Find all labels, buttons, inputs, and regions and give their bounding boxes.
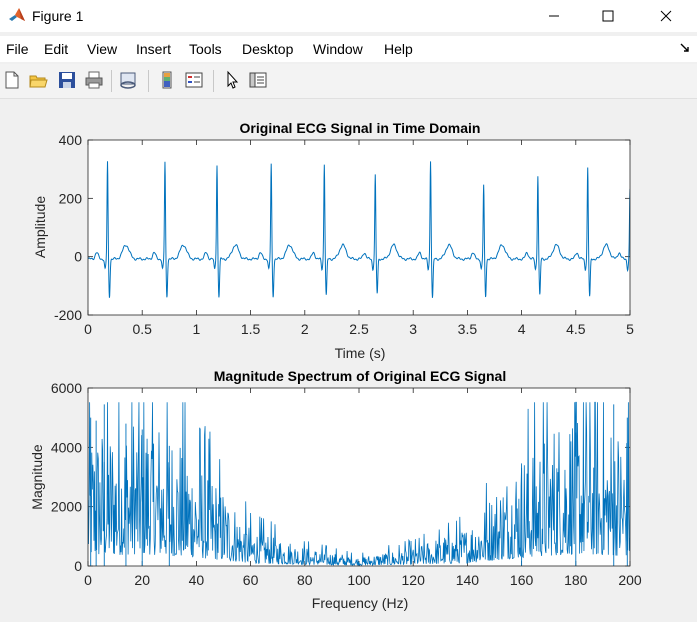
x-tick-label: 4	[518, 321, 526, 337]
x-tick-label: 140	[456, 572, 480, 588]
x-tick-label: 3.5	[458, 321, 478, 337]
insert-legend-icon	[184, 70, 204, 90]
x-tick-label: 4.5	[566, 321, 586, 337]
print-icon	[84, 70, 104, 90]
chart-title: Original ECG Signal in Time Domain	[240, 120, 481, 136]
new-figure-button[interactable]	[0, 68, 24, 92]
subplot-spectrum: Magnitude Spectrum of Original ECG Signa…	[29, 368, 642, 611]
matlab-logo-icon	[8, 7, 26, 25]
x-tick-label: 120	[402, 572, 426, 588]
y-tick-label: 4000	[51, 439, 82, 455]
insert-legend-button[interactable]	[182, 68, 206, 92]
figure-canvas: Original ECG Signal in Time Domain 0 0.5 1…	[0, 100, 697, 620]
edit-plot-icon	[222, 70, 242, 90]
x-tick-label: 5	[626, 321, 634, 337]
x-tick-label: 100	[347, 572, 371, 588]
link-plot-button[interactable]	[117, 68, 141, 92]
close-icon	[660, 10, 672, 22]
maximize-button[interactable]	[585, 0, 631, 32]
insert-colorbar-button[interactable]	[155, 68, 179, 92]
y-axis-label: Magnitude	[29, 444, 45, 510]
y-tick-label: 2000	[51, 499, 82, 515]
dock-figure-icon[interactable]	[679, 42, 691, 54]
y-tick-label: -200	[54, 307, 82, 323]
chart-title: Magnitude Spectrum of Original ECG Signa…	[214, 368, 506, 384]
maximize-icon	[602, 10, 614, 22]
insert-colorbar-icon	[157, 70, 177, 90]
x-tick-label: 60	[243, 572, 259, 588]
y-tick-label: 0	[74, 558, 82, 574]
subplot-time-domain: Original ECG Signal in Time Domain 0 0.5 1…	[32, 120, 634, 361]
minimize-icon	[548, 10, 560, 22]
open-file-button[interactable]	[26, 68, 50, 92]
y-tick-label: 200	[59, 190, 83, 206]
x-tick-label: 160	[510, 572, 534, 588]
print-button[interactable]	[82, 68, 106, 92]
x-tick-label: 0	[84, 572, 92, 588]
window-titlebar: Figure 1	[0, 0, 697, 32]
menu-view[interactable]: View	[87, 41, 117, 57]
toolbar-separator	[148, 70, 149, 92]
save-icon	[57, 70, 77, 90]
x-tick-label: 180	[564, 572, 588, 588]
x-tick-label: 0.5	[132, 321, 152, 337]
axes-background	[88, 140, 630, 315]
x-tick-label: 1	[193, 321, 201, 337]
x-tick-label: 0	[84, 321, 92, 337]
y-axis-label: Amplitude	[32, 196, 48, 258]
minimize-button[interactable]	[531, 0, 577, 32]
property-inspector-icon	[248, 70, 268, 90]
edit-plot-button[interactable]	[220, 68, 244, 92]
menu-insert[interactable]: Insert	[136, 41, 171, 57]
open-file-icon	[28, 70, 48, 90]
x-tick-label: 2	[301, 321, 309, 337]
toolbar-separator	[111, 70, 112, 92]
close-button[interactable]	[643, 0, 689, 32]
x-tick-label: 40	[189, 572, 205, 588]
figure-toolbar	[0, 64, 697, 99]
new-figure-icon	[2, 70, 22, 90]
y-tick-label: 0	[74, 249, 82, 265]
x-axis-label: Frequency (Hz)	[312, 595, 408, 611]
menu-tools[interactable]: Tools	[189, 41, 222, 57]
y-tick-label: 6000	[51, 380, 82, 396]
toolbar-separator	[213, 70, 214, 92]
x-tick-label: 80	[297, 572, 313, 588]
menu-window[interactable]: Window	[313, 41, 363, 57]
x-tick-label: 3	[409, 321, 417, 337]
property-inspector-button[interactable]	[246, 68, 270, 92]
x-tick-label: 2.5	[349, 321, 369, 337]
x-tick-label: 20	[134, 572, 150, 588]
menu-file[interactable]: File	[6, 41, 29, 57]
x-tick-label: 200	[618, 572, 642, 588]
menu-bar: File Edit View Insert Tools Desktop Wind…	[0, 36, 697, 62]
menu-help[interactable]: Help	[384, 41, 413, 57]
window-title: Figure 1	[32, 8, 83, 24]
menu-desktop[interactable]: Desktop	[242, 41, 293, 57]
y-tick-label: 400	[59, 132, 83, 148]
link-plot-icon	[119, 70, 139, 90]
menu-edit[interactable]: Edit	[44, 41, 68, 57]
x-axis-label: Time (s)	[335, 345, 386, 361]
save-button[interactable]	[55, 68, 79, 92]
x-tick-label: 1.5	[241, 321, 261, 337]
